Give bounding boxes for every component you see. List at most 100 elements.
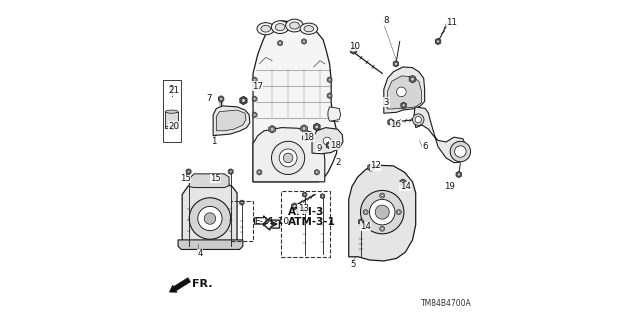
- Text: 14: 14: [400, 182, 411, 191]
- Polygon shape: [252, 96, 257, 102]
- Circle shape: [402, 104, 405, 107]
- Text: TM84B4700A: TM84B4700A: [420, 299, 472, 308]
- Bar: [231, 201, 253, 241]
- Text: 1: 1: [211, 137, 216, 146]
- Circle shape: [320, 134, 334, 148]
- Circle shape: [360, 190, 404, 234]
- Text: 17: 17: [252, 82, 263, 91]
- Polygon shape: [393, 61, 399, 67]
- Circle shape: [189, 198, 230, 239]
- Polygon shape: [178, 240, 243, 249]
- Polygon shape: [368, 164, 374, 171]
- Text: 21: 21: [168, 86, 179, 95]
- Circle shape: [241, 201, 243, 204]
- Polygon shape: [400, 179, 406, 186]
- Ellipse shape: [275, 24, 285, 31]
- Polygon shape: [326, 141, 333, 149]
- Circle shape: [253, 78, 256, 81]
- Circle shape: [304, 136, 308, 140]
- Polygon shape: [252, 112, 257, 118]
- Circle shape: [303, 40, 305, 43]
- Circle shape: [363, 210, 368, 215]
- Text: ATM-3-1: ATM-3-1: [288, 217, 336, 227]
- Polygon shape: [314, 169, 319, 175]
- Circle shape: [396, 210, 401, 215]
- Polygon shape: [278, 40, 283, 46]
- Text: 15: 15: [210, 174, 221, 183]
- Circle shape: [401, 181, 404, 184]
- Bar: [281, 191, 330, 257]
- Circle shape: [411, 77, 415, 81]
- Circle shape: [369, 166, 373, 169]
- Polygon shape: [186, 169, 191, 174]
- Circle shape: [380, 226, 385, 231]
- Ellipse shape: [261, 26, 271, 32]
- Text: 9: 9: [316, 144, 321, 153]
- Polygon shape: [213, 106, 250, 136]
- Circle shape: [321, 195, 324, 197]
- Polygon shape: [240, 96, 247, 105]
- Polygon shape: [291, 203, 298, 210]
- Text: 10: 10: [349, 42, 360, 51]
- Circle shape: [253, 98, 256, 100]
- Text: 5: 5: [350, 260, 356, 269]
- Text: 20: 20: [168, 122, 179, 130]
- Polygon shape: [388, 119, 394, 126]
- Circle shape: [381, 227, 383, 230]
- Ellipse shape: [300, 23, 317, 34]
- Polygon shape: [269, 125, 275, 133]
- Polygon shape: [301, 39, 307, 44]
- Text: FR.: FR.: [193, 279, 213, 289]
- Text: 6: 6: [422, 142, 428, 151]
- Circle shape: [328, 78, 331, 81]
- Circle shape: [380, 193, 385, 198]
- Polygon shape: [350, 47, 357, 54]
- Polygon shape: [314, 123, 320, 131]
- Text: 15: 15: [180, 174, 191, 183]
- Bar: [163, 80, 180, 142]
- Polygon shape: [253, 128, 324, 182]
- Ellipse shape: [165, 126, 178, 129]
- Ellipse shape: [285, 19, 303, 32]
- Circle shape: [360, 220, 362, 223]
- Circle shape: [284, 153, 293, 163]
- Text: E-11-10: E-11-10: [255, 217, 290, 226]
- Circle shape: [323, 137, 331, 145]
- Polygon shape: [388, 76, 422, 109]
- Circle shape: [270, 127, 274, 131]
- Polygon shape: [303, 192, 307, 197]
- Circle shape: [454, 146, 466, 157]
- Text: ATM-3: ATM-3: [288, 207, 324, 217]
- Ellipse shape: [165, 110, 178, 113]
- Text: 13: 13: [298, 204, 308, 213]
- Polygon shape: [252, 77, 257, 83]
- Ellipse shape: [271, 21, 289, 33]
- Bar: [165, 112, 178, 128]
- Circle shape: [220, 97, 223, 100]
- Ellipse shape: [257, 23, 275, 35]
- Polygon shape: [228, 169, 233, 174]
- Text: 4: 4: [197, 249, 203, 258]
- Ellipse shape: [304, 26, 314, 32]
- Text: 11: 11: [446, 18, 457, 27]
- Circle shape: [328, 94, 331, 97]
- Polygon shape: [327, 93, 332, 99]
- Text: 16: 16: [390, 120, 401, 129]
- Text: 19: 19: [444, 182, 454, 191]
- Polygon shape: [218, 96, 224, 102]
- Circle shape: [187, 170, 190, 173]
- Circle shape: [292, 205, 296, 208]
- Circle shape: [315, 125, 319, 129]
- Circle shape: [351, 48, 355, 52]
- Polygon shape: [384, 67, 424, 113]
- Text: 8: 8: [383, 16, 388, 25]
- Text: 14: 14: [360, 222, 371, 231]
- Circle shape: [316, 171, 318, 174]
- FancyArrow shape: [170, 278, 191, 292]
- Circle shape: [394, 62, 397, 65]
- Text: 2: 2: [335, 158, 341, 167]
- Circle shape: [413, 114, 424, 125]
- Polygon shape: [456, 171, 461, 178]
- Text: 7: 7: [207, 94, 212, 103]
- Polygon shape: [321, 194, 324, 199]
